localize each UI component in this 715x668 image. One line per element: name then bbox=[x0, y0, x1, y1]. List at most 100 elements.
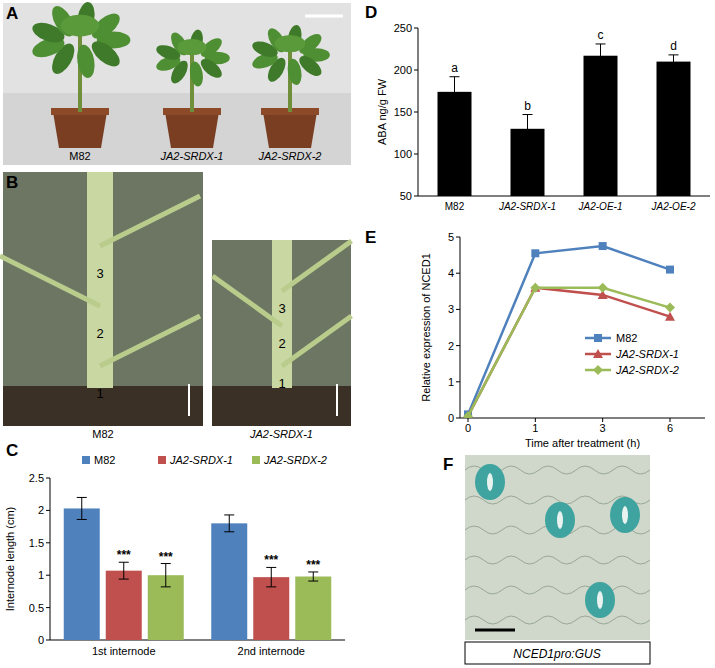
panel-letter: A bbox=[6, 4, 18, 23]
marker bbox=[599, 242, 607, 250]
internode-number: 1 bbox=[96, 386, 103, 401]
y-tick bbox=[46, 510, 50, 511]
scale-bar bbox=[336, 384, 338, 416]
figure: M82JA2-SRDX-1JA2-SRDX-2A123M82123JA2-SRD… bbox=[0, 0, 715, 668]
stoma bbox=[475, 464, 505, 500]
photo-background bbox=[3, 3, 351, 93]
marker bbox=[666, 266, 674, 274]
pot bbox=[263, 112, 317, 148]
y-tick-label: 250 bbox=[394, 22, 412, 34]
x-tick-label: JA2-OE-2 bbox=[651, 201, 696, 212]
y-tick bbox=[456, 381, 460, 382]
y-tick-label: 100 bbox=[394, 148, 412, 160]
scale-bar bbox=[305, 15, 343, 18]
bar bbox=[584, 56, 618, 196]
error-bar bbox=[596, 44, 606, 68]
error-bar bbox=[308, 572, 318, 581]
x-tick-label: 6 bbox=[667, 422, 673, 434]
bar bbox=[64, 508, 100, 640]
leaf bbox=[286, 58, 304, 87]
photo-label: JA2-SRDX-1 bbox=[160, 150, 224, 162]
significance: *** bbox=[264, 553, 278, 567]
bar bbox=[657, 62, 691, 196]
stoma bbox=[585, 582, 615, 618]
y-tick-label: 0 bbox=[448, 412, 454, 424]
plot-area bbox=[438, 44, 691, 196]
y-tick bbox=[46, 607, 50, 608]
y-axis-label: ABA ng/g FW bbox=[376, 78, 388, 145]
cell-wall bbox=[465, 586, 650, 594]
significance-letter: a bbox=[451, 61, 458, 75]
petiole bbox=[282, 241, 352, 291]
leaf bbox=[178, 39, 207, 55]
y-tick bbox=[456, 273, 460, 274]
line bbox=[468, 246, 670, 414]
x-tick-label: 3 bbox=[600, 422, 606, 434]
x-axis bbox=[460, 418, 705, 419]
marker bbox=[530, 283, 540, 293]
plot-area bbox=[463, 242, 675, 418]
x-tick-label: JA2-SRDX-1 bbox=[498, 201, 556, 212]
legend-marker bbox=[594, 334, 602, 342]
y-tick-label: 4 bbox=[448, 267, 454, 279]
error-bar bbox=[266, 567, 276, 586]
y-tick bbox=[414, 70, 418, 71]
y-tick-label: 1.5 bbox=[29, 537, 44, 549]
x-tick-label: M82 bbox=[445, 201, 465, 212]
x-tick-label: 2nd internode bbox=[238, 645, 305, 657]
stoma-pore bbox=[557, 511, 563, 529]
y-axis-label: Relative expression of NCED1 bbox=[420, 253, 432, 402]
legend-swatch bbox=[252, 456, 260, 464]
y-tick-label: 2 bbox=[38, 504, 44, 516]
bar bbox=[438, 92, 472, 196]
photo-background bbox=[465, 455, 650, 640]
error-bar bbox=[669, 55, 679, 68]
panel-letter: D bbox=[365, 3, 377, 22]
y-tick bbox=[46, 478, 50, 479]
y-axis bbox=[50, 478, 51, 640]
y-tick bbox=[456, 237, 460, 238]
legend-marker bbox=[593, 365, 603, 375]
x-tick-label: 0 bbox=[465, 422, 471, 434]
petiole bbox=[100, 196, 200, 246]
bar bbox=[211, 523, 247, 640]
significance-letter: c bbox=[598, 28, 604, 42]
soil bbox=[3, 386, 203, 426]
y-tick-label: 2 bbox=[448, 340, 454, 352]
y-tick bbox=[414, 112, 418, 113]
significance: *** bbox=[306, 558, 320, 572]
leaf bbox=[275, 35, 305, 52]
y-tick-label: 5 bbox=[448, 231, 454, 243]
petiole bbox=[100, 316, 200, 366]
bar bbox=[106, 571, 142, 640]
photo-label: JA2-SRDX-2 bbox=[258, 150, 322, 162]
legend-label: JA2-SRDX-2 bbox=[263, 454, 327, 466]
photo-label: M82 bbox=[69, 150, 90, 162]
legend-label: M82 bbox=[94, 454, 115, 466]
photo-label: M82 bbox=[92, 428, 113, 440]
y-axis-label: Internode length (cm) bbox=[4, 507, 16, 612]
legend-label: M82 bbox=[616, 332, 637, 344]
panel-letter: F bbox=[443, 455, 453, 474]
leaf bbox=[75, 43, 97, 79]
scale-bar bbox=[188, 384, 190, 416]
photo-background bbox=[212, 240, 351, 426]
cell-wall bbox=[465, 556, 650, 564]
legend-label: JA2-SRDX-1 bbox=[169, 454, 233, 466]
label-box bbox=[465, 642, 650, 664]
photo-background bbox=[3, 3, 351, 165]
plot-area bbox=[64, 497, 332, 640]
significance: *** bbox=[159, 550, 173, 564]
y-axis bbox=[460, 237, 461, 418]
y-tick-label: 1 bbox=[448, 376, 454, 388]
y-tick-label: 0.5 bbox=[29, 602, 44, 614]
petiole bbox=[213, 276, 283, 326]
pot bbox=[53, 112, 107, 148]
stoma-pore bbox=[597, 591, 603, 609]
error-bar bbox=[77, 497, 87, 519]
y-tick bbox=[46, 640, 50, 641]
scale-bar bbox=[475, 629, 515, 632]
photo-background bbox=[3, 172, 203, 426]
marker bbox=[598, 283, 608, 293]
error-bar bbox=[161, 564, 171, 587]
